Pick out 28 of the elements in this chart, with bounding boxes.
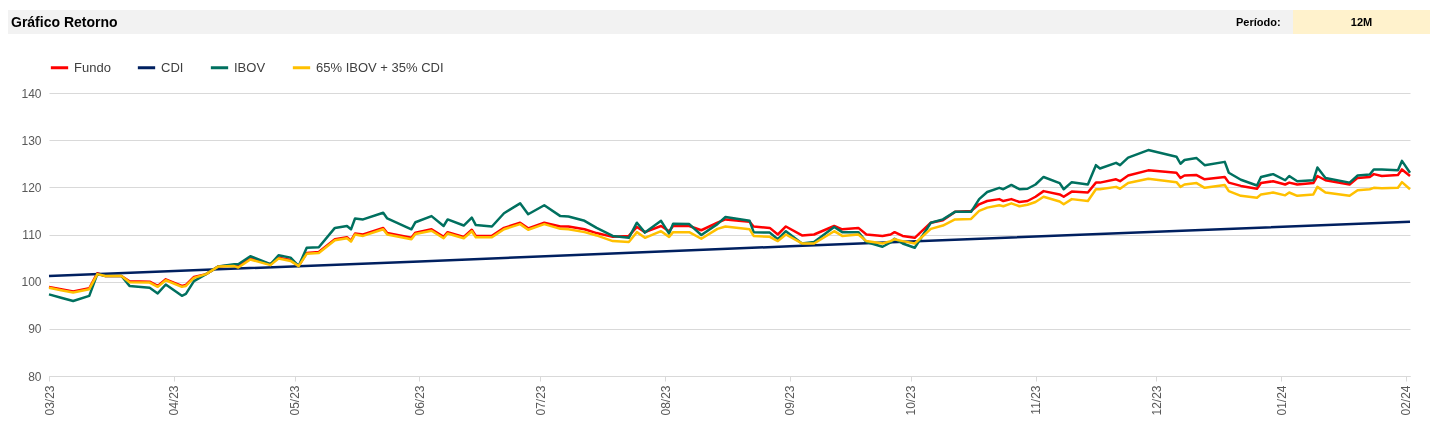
y-tick-label: 120 — [21, 180, 42, 195]
y-tick-label: 140 — [21, 86, 42, 101]
x-tick-label: 02/24 — [1399, 385, 1414, 416]
y-tick-label: 80 — [28, 369, 42, 384]
text: 12M — [1293, 10, 1430, 34]
legend-label: IBOV — [234, 59, 266, 75]
chart-title: Gráfico Retorno — [11, 14, 118, 30]
y-tick-label: 130 — [21, 133, 42, 148]
text: Período: — [1236, 16, 1281, 28]
x-tick-label: 03/23 — [42, 385, 57, 416]
x-tick-label: 11/23 — [1029, 385, 1044, 415]
x-tick-label: 05/23 — [288, 385, 303, 416]
x-tick-label: 01/24 — [1274, 385, 1289, 416]
x-tick-label: 12/23 — [1149, 385, 1164, 416]
y-tick-label: 110 — [22, 228, 42, 242]
x-tick-label: 04/23 — [167, 385, 182, 416]
legend-label: 65% IBOV + 35% CDI — [316, 59, 444, 75]
x-tick-label: 09/23 — [783, 385, 798, 416]
legend-label: Fundo — [74, 59, 111, 75]
legend-label: CDI — [161, 59, 184, 75]
x-tick-label: 10/23 — [904, 385, 919, 416]
y-tick-label: 100 — [21, 275, 42, 290]
line-series — [47, 220, 1412, 278]
line-series — [47, 148, 1412, 303]
y-tick-label: 90 — [28, 322, 42, 337]
x-tick-label: 07/23 — [533, 385, 548, 416]
x-tick-label: 08/23 — [658, 385, 673, 416]
x-tick-label: 06/23 — [412, 385, 427, 416]
